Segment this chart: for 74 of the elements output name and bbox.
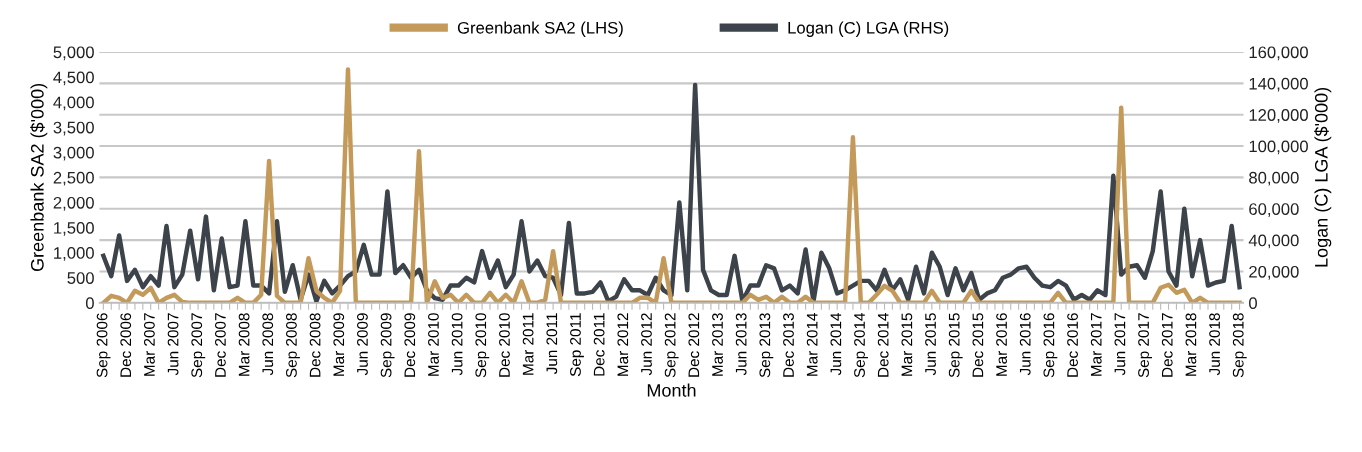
x-tick-label: Jun 2012 [641,313,652,376]
y2-tick-label: 80,000 [1249,171,1299,186]
x-tick-label: Sep 2018 [1232,313,1247,378]
x-tick-label: Mar 2017 [1090,313,1102,376]
x-tick-label: Sep 2015 [948,313,963,378]
y-tick-label: 1,000 [54,247,94,261]
x-tick-label: Jun 2013 [735,313,747,376]
x-tick-label: Sep 2009 [380,313,395,378]
x-tick-label: Sep 2007 [191,313,206,378]
x-tick-label: Dec 2009 [404,313,416,377]
x-tick-label: Dec 2017 [1161,313,1173,377]
y-tick-label: 3,000 [53,146,94,161]
y-tick-label: 3,500 [53,121,94,136]
x-tick-label: Mar 2011 [522,313,534,375]
x-tick-label: Mar 2010 [428,313,439,376]
x-tick-label: Mar 2014 [806,313,818,376]
x-tick-label: Dec 2015 [972,313,984,377]
y2-tick-label: 0 [1249,297,1257,310]
x-tick-label: Jun 2017 [1114,313,1126,376]
y2-tick-label: 100,000 [1249,140,1308,155]
y2-tick-label: 140,000 [1249,77,1308,92]
y2-tick-label: 40,000 [1248,234,1299,249]
x-tick-label: Dec 2010 [499,313,510,377]
y2-tick-label: 120,000 [1249,109,1308,123]
x-tick-label: Mar 2007 [143,313,155,376]
x-axis-title: Month [647,383,696,397]
x-tick-label: Jun 2010 [451,313,463,376]
x-tick-label: Sep 2016 [1043,313,1058,378]
legend-label: Logan (C) LGA (RHS) [788,21,949,37]
x-tick-label: Jun 2014 [830,313,842,376]
x-tick-label: Dec 2008 [309,313,321,377]
x-tick-label: Mar 2012 [617,313,629,376]
x-tick-label: Sep 2011 [570,313,584,377]
x-tick-label: Dec 2007 [215,313,226,377]
x-tick-label: Sep 2013 [759,313,774,378]
x-tick-label: Mar 2009 [333,313,345,376]
y-tick-label: 2,000 [53,196,94,211]
y-tick-label: 4,000 [53,96,94,111]
y2-tick-label: 20,000 [1249,265,1299,280]
x-tick-label: Dec 2006 [120,313,132,377]
x-tick-label: Dec 2016 [1067,313,1078,377]
x-tick-label: Jun 2011 [546,313,558,375]
y-tick-label: 5,000 [53,46,94,61]
x-tick-label: Mar 2015 [901,313,913,376]
y2-tick-label: 160,000 [1249,46,1308,61]
x-tick-label: Sep 2017 [1138,313,1152,378]
x-tick-label: Mar 2013 [712,313,723,376]
y-tick-label: 2,500 [53,171,94,186]
y-tick-label: 0 [85,297,94,310]
legend-label: Greenbank SA2 (LHS) [457,21,623,37]
y2-tick-label: 60,000 [1249,203,1299,217]
x-tick-label: Jun 2015 [925,313,936,376]
y-axis-title: Greenbank SA2 ($'000) [30,83,48,272]
y-tick-label: 1,500 [54,221,94,236]
x-tick-label: Mar 2008 [238,313,250,376]
x-tick-label: Sep 2012 [664,313,679,378]
x-tick-label: Sep 2010 [475,313,490,378]
x-tick-label: Jun 2007 [167,313,179,376]
x-tick-label: Jun 2016 [1019,313,1031,376]
x-tick-label: Jun 2018 [1209,313,1220,376]
y2-axis-title: Logan (C) LGA ($'000) [1314,87,1332,267]
x-tick-label: Mar 2018 [1185,313,1197,376]
x-tick-label: Dec 2012 [688,313,700,377]
x-tick-label: Jun 2009 [357,313,368,376]
y-tick-label: 500 [67,272,94,284]
x-tick-label: Sep 2014 [854,313,868,378]
x-tick-label: Dec 2014 [877,313,889,377]
x-tick-label: Mar 2016 [996,313,1007,376]
x-tick-label: Sep 2006 [96,313,111,378]
x-tick-label: Sep 2008 [286,313,300,378]
x-tick-label: Dec 2011 [593,313,605,376]
x-tick-label: Jun 2008 [262,313,274,376]
x-tick-label: Dec 2013 [783,313,794,377]
y-tick-label: 4,500 [53,71,94,86]
